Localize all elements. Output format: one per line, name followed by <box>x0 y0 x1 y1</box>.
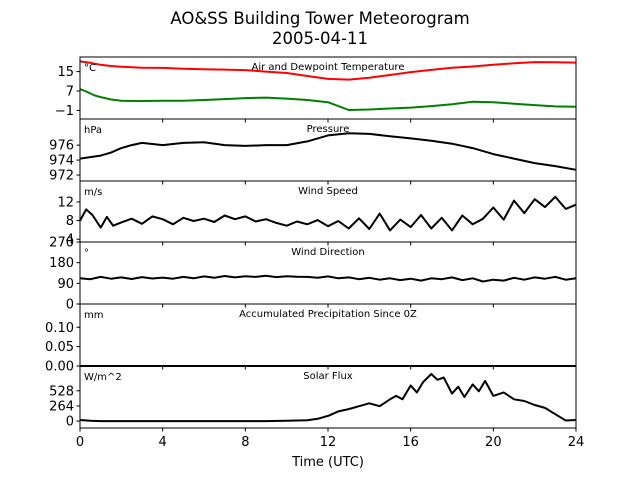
temperature-series-line-1 <box>79 88 577 111</box>
figure-title-line-2: 2005-04-11 <box>272 29 368 48</box>
solar-flux-y-tick-label: 0 <box>66 415 74 430</box>
solar-flux-y-tick-label: 528 <box>49 384 74 399</box>
temperature-y-tick-label: 15 <box>57 65 74 80</box>
x-tick-label: 24 <box>568 435 585 450</box>
wind-speed-y-tick-label: 12 <box>57 195 74 210</box>
panel-precipitation: 0.10 0.05 0.00 mm Accumulated Precipitation … <box>45 303 577 375</box>
wind-speed-y-tick-label: 8 <box>66 214 74 229</box>
x-tick-label: 20 <box>485 435 502 450</box>
precipitation-y-tick-label: 0.05 <box>45 340 74 355</box>
precipitation-unit-label: mm <box>84 310 103 321</box>
temperature-series-line-0 <box>79 60 577 81</box>
wind-direction-y-tick-label: 90 <box>57 277 74 292</box>
solar-flux-unit-label: W/m^2 <box>84 372 122 383</box>
x-tick-label: 0 <box>76 435 84 450</box>
precipitation-panel-title: Accumulated Precipitation Since 0Z <box>239 309 417 320</box>
temperature-y-tick-label: −1 <box>55 104 74 119</box>
temperature-unit-label: °C <box>84 63 96 74</box>
wind-speed-y-tick-label: 4 <box>66 233 74 248</box>
panel-wind-direction: 270 180 90 0 ° Wind Direction <box>49 236 577 313</box>
wind-speed-series-line-0 <box>79 195 577 232</box>
x-axis-label: Time (UTC) <box>291 455 364 470</box>
x-tick-label: 16 <box>402 435 419 450</box>
solar-flux-y-tick-label: 264 <box>49 399 74 414</box>
solar-flux-panel-title: Solar Flux <box>303 371 353 382</box>
wind-direction-y-tick-label: 0 <box>66 298 74 313</box>
panel-temperature: 15 7 −1 °C Air and Dewpoint Temperature <box>55 56 577 123</box>
precipitation-y-tick-label: 0.00 <box>45 360 74 375</box>
wind-speed-unit-label: m/s <box>84 187 102 198</box>
solar-flux-series-line-0 <box>79 373 577 423</box>
x-tick-label: 12 <box>320 435 337 450</box>
temperature-y-tick-label: 7 <box>66 85 74 100</box>
temperature-panel-title: Air and Dewpoint Temperature <box>252 62 405 73</box>
time-axis: 0 4 8 12 16 20 24 <box>76 435 584 450</box>
panel-wind-speed: 12 8 4 m/s Wind Speed <box>57 180 577 248</box>
figure-title-line-1: AO&SS Building Tower Meteorogram <box>170 9 469 28</box>
wind-direction-series-line-0 <box>79 274 577 283</box>
precipitation-y-tick-label: 0.10 <box>45 321 74 336</box>
x-tick-label: 4 <box>159 435 167 450</box>
pressure-y-tick-label: 976 <box>49 139 74 154</box>
wind-direction-y-tick-label: 270 <box>49 236 74 251</box>
wind-direction-panel-title: Wind Direction <box>291 247 365 258</box>
panels-group: 157−1°C Air and Dewpoint Temperature97697… <box>45 56 577 432</box>
wind-direction-unit-label: ° <box>84 248 89 259</box>
wind-speed-panel-title: Wind Speed <box>298 186 358 197</box>
pressure-series-line-0 <box>79 132 577 171</box>
x-tick-label: 8 <box>241 435 249 450</box>
pressure-y-tick-label: 972 <box>49 169 74 184</box>
pressure-panel-title: Pressure <box>307 124 350 135</box>
pressure-y-tick-label: 974 <box>49 154 74 169</box>
wind-direction-y-tick-label: 180 <box>49 256 74 271</box>
pressure-unit-label: hPa <box>84 125 102 136</box>
